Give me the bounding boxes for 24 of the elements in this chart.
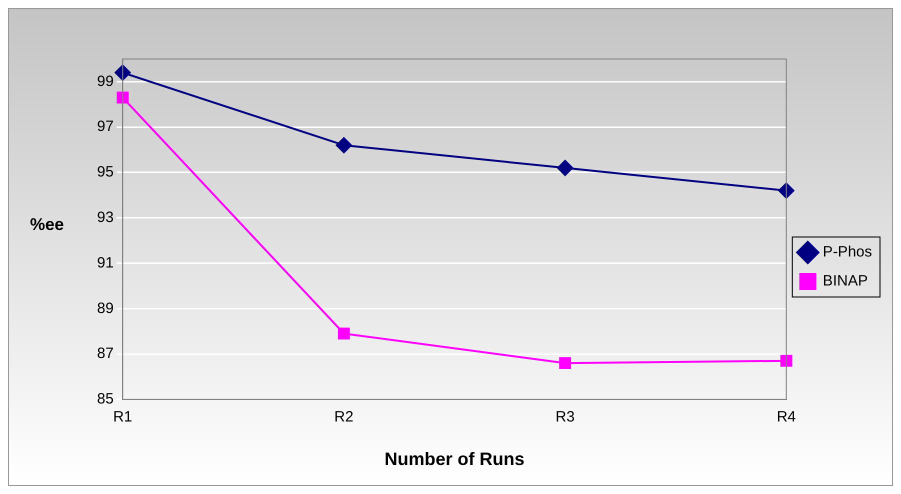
point bbox=[338, 328, 350, 340]
legend-label: P-Phos bbox=[822, 244, 872, 261]
y-tick-label: 89 bbox=[96, 300, 114, 317]
x-tick-label: R2 bbox=[334, 408, 354, 426]
y-tick-label: 85 bbox=[96, 390, 114, 408]
x-tick-label: R1 bbox=[113, 408, 132, 426]
point bbox=[114, 64, 131, 81]
y-axis-title: %ee bbox=[30, 214, 64, 234]
y-tick-label: 91 bbox=[96, 254, 114, 272]
point bbox=[557, 160, 574, 176]
point bbox=[780, 354, 792, 367]
point bbox=[116, 92, 129, 104]
y-tick-label: 95 bbox=[96, 164, 114, 181]
y-tick-label: 87 bbox=[96, 345, 114, 362]
point bbox=[778, 182, 794, 199]
x-tick-label: R4 bbox=[776, 408, 796, 426]
y-tick-label: 93 bbox=[96, 208, 114, 226]
x-axis-title: Number of Runs bbox=[384, 449, 525, 470]
point bbox=[336, 137, 352, 154]
y-tick-label: 97 bbox=[96, 118, 114, 136]
legend-label: BINAP bbox=[822, 272, 868, 290]
x-tick-label: R3 bbox=[556, 408, 575, 426]
point bbox=[559, 357, 572, 370]
y-tick-label: 99 bbox=[96, 72, 114, 90]
